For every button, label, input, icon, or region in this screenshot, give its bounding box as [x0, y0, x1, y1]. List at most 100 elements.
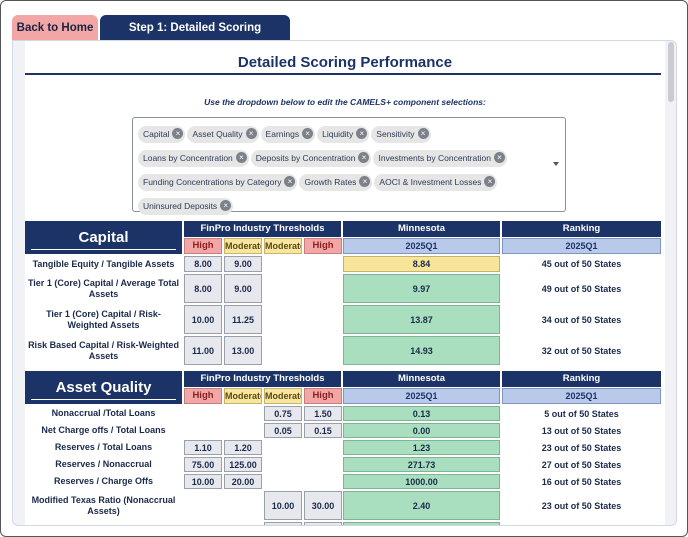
selected-chips: Capital × Asset Quality × Earnings × Liquidity…	[138, 124, 543, 220]
metric-label: Reserves / Total Loans	[25, 440, 182, 455]
ranking-period-label: 2025Q1	[502, 238, 661, 254]
selected-chip: Liquidity ×	[317, 126, 370, 143]
selected-chip: Deposits by Concentration ×	[250, 150, 372, 167]
ranking-period-label: 2025Q1	[502, 388, 661, 404]
chip-label: Sensitivity	[376, 129, 415, 139]
threshold-high: 10.00	[184, 474, 222, 489]
remove-chip-icon[interactable]: ×	[172, 128, 184, 140]
metric-value: 271.73	[343, 457, 500, 472]
page-title: Detailed Scoring Performance	[237, 54, 453, 71]
remove-chip-icon[interactable]: ×	[302, 128, 314, 140]
title-divider	[25, 73, 661, 75]
chip-label: Earnings	[265, 129, 300, 139]
remove-chip-icon[interactable]: ×	[284, 176, 296, 188]
remove-chip-icon[interactable]: ×	[484, 176, 496, 188]
moderate-label: Moderate	[264, 238, 302, 254]
selected-chip: Uninsured Deposits ×	[138, 198, 234, 215]
metric-label: Tier 1 (Core) Capital / Risk-Weighted As…	[25, 305, 182, 334]
chip-label: Liquidity	[322, 129, 354, 139]
threshold-moderate: 0.05	[264, 423, 302, 438]
threshold-high: 11.00	[184, 336, 222, 365]
metric-value: 8.84	[343, 256, 500, 272]
threshold-high: 1.50	[304, 406, 342, 421]
metric-value: 14.93	[343, 336, 500, 365]
metric-value: 0.00	[343, 423, 500, 438]
metric-ranking: 23 out of 50 States	[502, 491, 661, 520]
threshold-high: 0.15	[304, 423, 342, 438]
thresholds-header: FinPro Industry Thresholds	[184, 221, 341, 237]
metric-value: 9.97	[343, 274, 500, 303]
threshold-moderate: 9.00	[224, 256, 262, 272]
selected-chip: Earnings ×	[260, 126, 316, 143]
threshold-moderate: 125.00	[224, 457, 262, 472]
chip-label: Loans by Concentration	[143, 153, 233, 163]
threshold-moderate	[264, 522, 302, 525]
threshold-high: 8.00	[184, 274, 222, 303]
metric-ranking: 13 out of 50 States	[502, 423, 661, 438]
threshold-moderate: 10.00	[264, 491, 302, 520]
section-title-label: Asset Quality	[55, 379, 152, 396]
metric-label: Net Charge offs / Total Loans	[25, 423, 182, 438]
period-label: 2025Q1	[343, 388, 500, 404]
metric-ranking: 5 out of 50 States	[502, 406, 661, 421]
content-panel: Detailed Scoring Performance Use the dro…	[12, 40, 677, 526]
chip-label: Deposits by Concentration	[255, 153, 356, 163]
remove-chip-icon[interactable]: ×	[245, 128, 257, 140]
chip-label: AOCI & Investment Losses	[379, 177, 482, 187]
remove-chip-icon[interactable]: ×	[359, 176, 371, 188]
moderate-label: Moderate	[264, 388, 302, 404]
tab-back-to-home[interactable]: Back to Home	[12, 15, 98, 41]
metric-ranking: 49 out of 50 States	[502, 274, 661, 303]
component-multiselect[interactable]: Capital × Asset Quality × Earnings × Liquidity…	[132, 117, 566, 215]
tab-detailed-scoring[interactable]: Step 1: Detailed Scoring Performance	[100, 15, 290, 60]
remove-chip-icon[interactable]: ×	[235, 152, 247, 164]
remove-chip-icon[interactable]: ×	[493, 152, 505, 164]
vertical-scrollbar[interactable]	[668, 42, 674, 102]
threshold-high: 1.10	[184, 440, 222, 455]
title-underline	[31, 249, 176, 250]
metric-ranking: 34 out of 50 States	[502, 305, 661, 334]
remove-chip-icon[interactable]: ×	[417, 128, 429, 140]
metric-value: 1.23	[343, 440, 500, 455]
high-label: High	[184, 388, 222, 404]
threshold-high: 30.00	[304, 491, 342, 520]
ranking-header: Ranking	[502, 221, 661, 237]
chip-label: Uninsured Deposits	[143, 201, 218, 211]
title-underline	[31, 399, 176, 400]
metric-ranking: 32 out of 50 States	[502, 336, 661, 365]
remove-chip-icon[interactable]: ×	[358, 152, 370, 164]
selected-chip: Loans by Concentration ×	[138, 150, 249, 167]
metric-label: Tier 1 (Core) Capital / Average Total As…	[25, 274, 182, 303]
selected-chip: Growth Rates ×	[299, 174, 373, 191]
metric-value: 0.13	[343, 406, 500, 421]
selected-chip: AOCI & Investment Losses ×	[374, 174, 498, 191]
metric-ranking: 45 out of 50 States	[502, 256, 661, 272]
threshold-high: 75.00	[184, 457, 222, 472]
remove-chip-icon[interactable]: ×	[220, 200, 232, 212]
threshold-moderate: 0.75	[264, 406, 302, 421]
metric-label: Reserves / Charge Offs	[25, 474, 182, 489]
metric-label: Risk Based Capital / Risk-Weighted Asset…	[25, 336, 182, 365]
metric-ranking: 27 out of 50 States	[502, 457, 661, 472]
threshold-moderate: 13.00	[224, 336, 262, 365]
state-header: Minnesota	[343, 371, 500, 387]
threshold-moderate: 11.25	[224, 305, 262, 334]
chevron-down-icon[interactable]	[553, 162, 559, 166]
metric-value: 13.87	[343, 305, 500, 334]
chip-label: Growth Rates	[304, 177, 357, 187]
selected-chip: Sensitivity ×	[371, 126, 431, 143]
threshold-high: 10.00	[184, 305, 222, 334]
state-header: Minnesota	[343, 221, 500, 237]
high-label: High	[184, 238, 222, 254]
selected-chip: Investments by Concentration ×	[373, 150, 507, 167]
threshold-moderate: 20.00	[224, 474, 262, 489]
selected-chip: Capital ×	[138, 126, 186, 143]
threshold-moderate: 9.00	[224, 274, 262, 303]
section-title-capital: Capital	[25, 221, 182, 254]
chip-label: Investments by Concentration	[378, 153, 491, 163]
selected-chip: Asset Quality ×	[187, 126, 259, 143]
moderate-label: Moderate	[224, 388, 262, 404]
section-title-label: Capital	[78, 229, 129, 246]
remove-chip-icon[interactable]: ×	[356, 128, 368, 140]
